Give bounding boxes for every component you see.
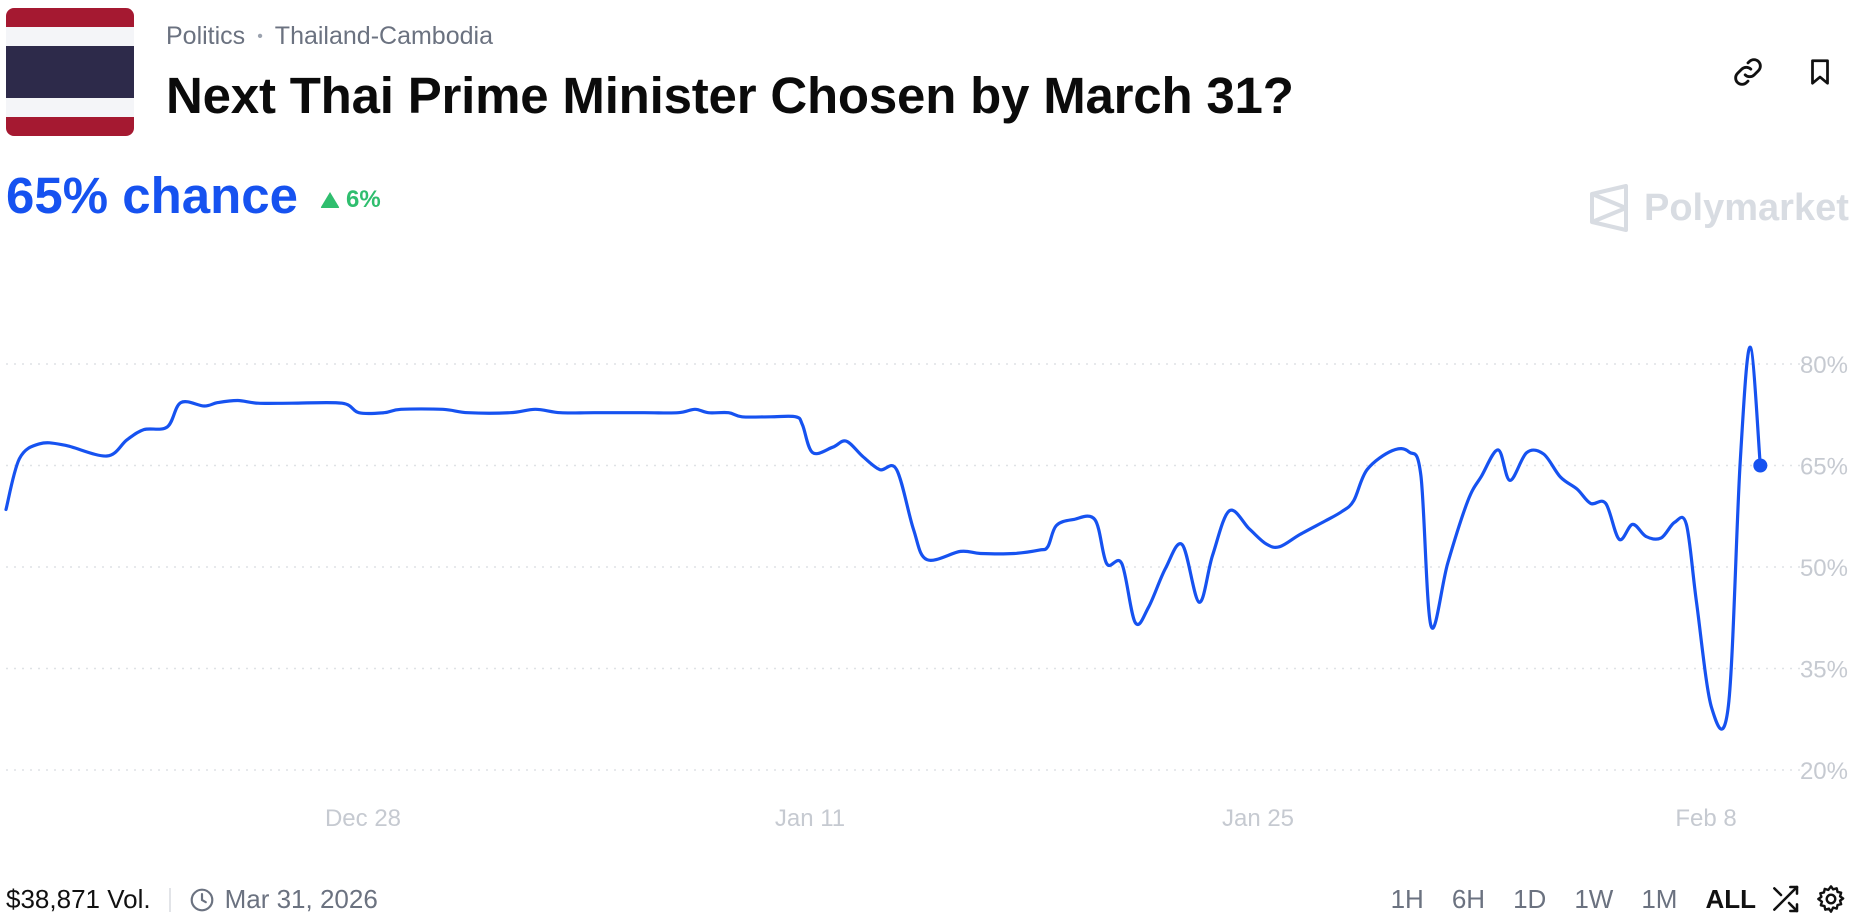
y-tick-label: 80% — [1800, 352, 1848, 379]
link-icon — [1734, 58, 1762, 86]
gear-icon — [1817, 885, 1845, 913]
range-1h[interactable]: 1H — [1390, 884, 1424, 914]
breadcrumb-category-link[interactable]: Politics — [166, 22, 246, 50]
clock-icon — [190, 888, 213, 911]
chance-value: 65% chance — [6, 167, 299, 224]
polymarket-logo-icon — [1590, 184, 1628, 232]
breadcrumb-separator: • — [257, 27, 263, 45]
end-date-text: Mar 31, 2026 — [224, 884, 378, 914]
thailand-flag-icon — [6, 8, 134, 136]
y-tick-label: 20% — [1800, 758, 1848, 785]
chart-settings-button[interactable] — [1812, 880, 1850, 918]
x-tick-label: Dec 28 — [325, 805, 401, 832]
range-1m[interactable]: 1M — [1641, 884, 1678, 914]
market-title: Next Thai Prime Minister Chosen by March… — [166, 67, 1294, 124]
breadcrumb-subcategory-link[interactable]: Thailand-Cambodia — [274, 22, 493, 50]
y-tick-label: 50% — [1800, 555, 1848, 582]
change-badge: 6% — [320, 186, 381, 214]
shuffle-icon — [1773, 885, 1799, 913]
bookmark-button[interactable] — [1800, 52, 1840, 92]
range-1d[interactable]: 1D — [1513, 884, 1547, 914]
x-tick-label: Feb 8 — [1675, 805, 1736, 832]
shuffle-button[interactable] — [1766, 880, 1804, 918]
time-range-selector: 1H 6H 1D 1W 1M ALL — [1391, 884, 1756, 915]
copy-link-button[interactable] — [1728, 52, 1768, 92]
range-all[interactable]: ALL — [1705, 884, 1756, 914]
change-value: 6% — [346, 186, 381, 213]
range-6h[interactable]: 6H — [1451, 884, 1486, 914]
breadcrumb: Politics • Thailand-Cambodia — [166, 22, 493, 51]
y-tick-label: 65% — [1800, 454, 1848, 481]
brand-name: Polymarket — [1644, 186, 1849, 229]
price-chart[interactable]: 20% 35% 50% 65% 80% Dec 28 Jan 11 Jan 25 Feb 8 — [0, 0, 1856, 860]
volume-text: $38,871 Vol. — [6, 884, 151, 914]
range-1w[interactable]: 1W — [1574, 884, 1614, 914]
footer-divider — [168, 887, 171, 912]
x-tick-label: Jan 25 — [1222, 805, 1294, 832]
current-point-marker — [1753, 458, 1768, 473]
x-tick-label: Jan 11 — [775, 805, 845, 832]
triangle-up-icon — [320, 192, 340, 208]
y-tick-label: 35% — [1800, 657, 1848, 684]
bookmark-icon — [1811, 59, 1829, 85]
polymarket-watermark: Polymarket — [1588, 184, 1849, 232]
series-line — [4, 345, 1762, 731]
market-footer: $38,871 Vol. Mar 31, 2026 — [6, 884, 378, 915]
end-date: Mar 31, 2026 — [189, 884, 378, 915]
